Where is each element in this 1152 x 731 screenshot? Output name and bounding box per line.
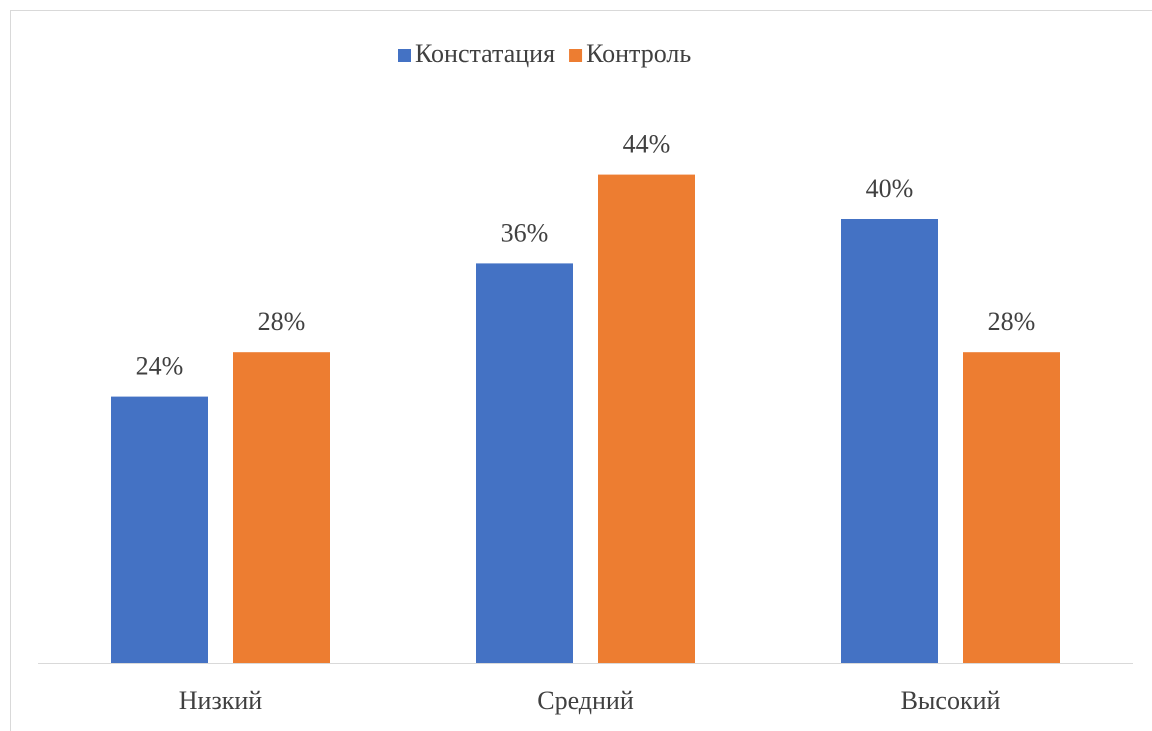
data-label: 36% <box>501 218 549 247</box>
bar <box>598 174 695 663</box>
bar <box>963 352 1060 663</box>
data-label: 28% <box>988 307 1036 336</box>
legend-swatch <box>398 49 411 62</box>
data-label: 40% <box>866 174 914 203</box>
legend-label: Контроль <box>586 39 691 68</box>
x-tick-label: Высокий <box>901 686 1001 715</box>
bar <box>111 396 208 663</box>
legend-label: Констатация <box>415 39 555 68</box>
x-tick-label: Низкий <box>179 686 263 715</box>
data-label: 44% <box>623 130 671 159</box>
legend-swatch <box>569 49 583 62</box>
bar <box>841 219 938 663</box>
bar <box>233 352 330 663</box>
x-tick-label: Средний <box>537 686 634 715</box>
data-label: 24% <box>136 352 184 381</box>
data-label: 28% <box>258 307 306 336</box>
bar <box>476 263 573 663</box>
